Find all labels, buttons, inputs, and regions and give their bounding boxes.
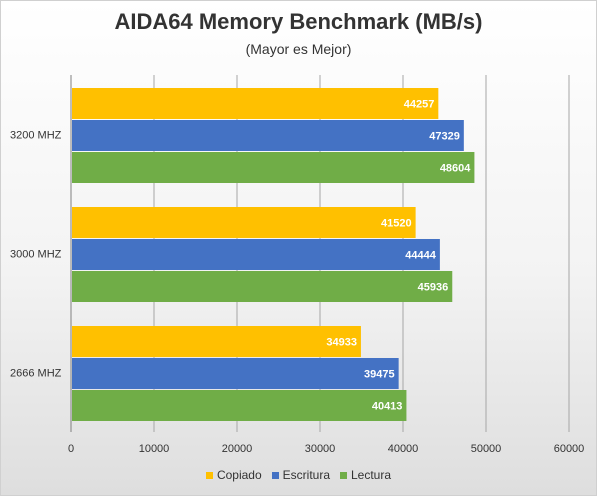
data-label-lectura-3000-mhz: 45936 (418, 282, 449, 294)
bar-lectura-3200-mhz (72, 152, 475, 183)
category-label-3200-mhz: 3200 MHZ (10, 130, 62, 142)
legend-label-lectura: Lectura (351, 468, 392, 482)
x-tick-label-20000: 20000 (222, 443, 253, 455)
data-label-lectura-2666-mhz: 40413 (372, 401, 403, 413)
legend-item-lectura: Lectura (340, 468, 391, 482)
chart-legend: Copiado Escritura Lectura (1, 468, 596, 482)
bar-copiado-3000-mhz (72, 207, 416, 238)
data-label-copiado-3200-mhz: 44257 (404, 99, 435, 111)
x-tick-label-0: 0 (68, 443, 74, 455)
x-tick-label-50000: 50000 (471, 443, 502, 455)
legend-swatch-escritura (271, 471, 279, 479)
chart-subtitle: (Mayor es Mejor) (245, 41, 352, 57)
bar-lectura-2666-mhz (72, 390, 407, 421)
bar-escritura-3200-mhz (72, 120, 464, 151)
bar-lectura-3000-mhz (72, 271, 453, 302)
legend-item-copiado: Copiado (205, 468, 262, 482)
category-label-3000-mhz: 3000 MHZ (10, 249, 62, 261)
data-label-copiado-2666-mhz: 34933 (326, 337, 357, 349)
x-tick-label-30000: 30000 (305, 443, 336, 455)
bar-escritura-3000-mhz (72, 239, 440, 270)
legend-label-copiado: Copiado (216, 468, 262, 482)
data-label-escritura-3200-mhz: 47329 (429, 131, 460, 143)
x-tick-label-10000: 10000 (139, 443, 170, 455)
legend-swatch-lectura (340, 471, 347, 479)
x-tick-label-60000: 60000 (554, 443, 585, 455)
bar-escritura-2666-mhz (72, 358, 399, 389)
legend-label-escritura: Escritura (282, 468, 330, 482)
x-tick-label-40000: 40000 (388, 443, 419, 455)
data-label-copiado-3000-mhz: 41520 (381, 218, 412, 230)
bar-copiado-3200-mhz (72, 88, 439, 119)
legend-swatch-copiado (205, 471, 213, 479)
data-label-lectura-3200-mhz: 48604 (440, 163, 471, 175)
data-label-escritura-3000-mhz: 44444 (405, 250, 436, 262)
legend-item-escritura: Escritura (271, 468, 330, 482)
data-label-escritura-2666-mhz: 39475 (364, 369, 395, 381)
bar-copiado-2666-mhz (72, 326, 361, 357)
category-label-2666-mhz: 2666 MHZ (10, 368, 62, 380)
chart-title: AIDA64 Memory Benchmark (MB/s) (114, 9, 483, 34)
